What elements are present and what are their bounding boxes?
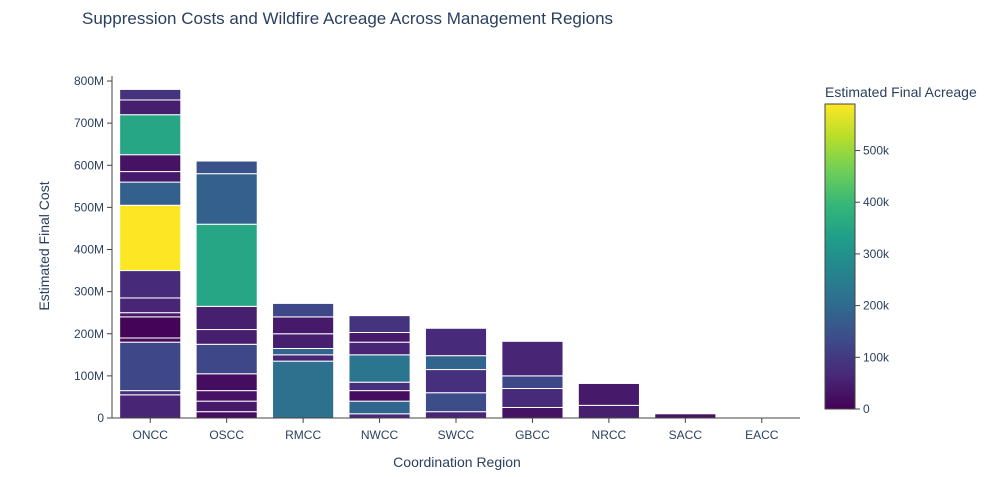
- bar-segment[interactable]: [119, 312, 182, 318]
- y-tick-label: 400M: [74, 243, 104, 257]
- bar-segment[interactable]: [501, 388, 564, 408]
- bar-segment[interactable]: [348, 413, 411, 419]
- bar-segment[interactable]: [272, 354, 335, 362]
- colorbar-title: Estimated Final Acreage: [825, 84, 977, 100]
- y-tick-label: 0: [97, 411, 104, 425]
- bar-segment[interactable]: [272, 302, 335, 318]
- bar-segment[interactable]: [119, 114, 182, 156]
- bar-segment[interactable]: [119, 316, 182, 339]
- bar-segment[interactable]: [195, 223, 258, 307]
- bar-segment[interactable]: [424, 327, 488, 357]
- y-tick-label: 600M: [74, 158, 104, 172]
- y-tick-label: 200M: [74, 327, 104, 341]
- y-tick-label: 300M: [74, 285, 104, 299]
- bar-segment[interactable]: [119, 297, 182, 314]
- bar-segment[interactable]: [424, 369, 488, 394]
- bar-segment[interactable]: [272, 316, 335, 335]
- bar-segment[interactable]: [272, 360, 335, 419]
- bar-segment[interactable]: [195, 173, 258, 225]
- bar-segment[interactable]: [119, 171, 182, 183]
- colorbar-tick-label: 200k: [863, 299, 890, 313]
- bar-segment[interactable]: [424, 355, 488, 371]
- x-tick-label: NRCC: [592, 428, 627, 442]
- bar-segment[interactable]: [195, 373, 258, 392]
- colorbar: [824, 103, 856, 410]
- bar-segment[interactable]: [501, 375, 564, 390]
- bar-segment[interactable]: [195, 305, 258, 331]
- bar-segment[interactable]: [119, 390, 182, 396]
- chart-title: Suppression Costs and Wildfire Acreage A…: [82, 9, 613, 28]
- bar-segment[interactable]: [195, 160, 258, 175]
- bar-segment[interactable]: [348, 381, 411, 392]
- bar-segment[interactable]: [577, 404, 640, 419]
- bar-segment[interactable]: [119, 88, 182, 101]
- x-tick-label: SWCC: [438, 428, 475, 442]
- x-axis: ONCC OSCC RMCC NWCC SWCC GBCC NRCC SACC EACC: [112, 417, 800, 442]
- x-tick-label: GBCC: [515, 428, 550, 442]
- bar-segment[interactable]: [348, 390, 411, 402]
- x-axis-label: Coordination Region: [393, 454, 521, 470]
- bar-segment[interactable]: [119, 394, 182, 419]
- colorbar-tick-label: 300k: [863, 247, 890, 261]
- y-tick-label: 800M: [74, 74, 104, 88]
- bar-segment[interactable]: [195, 329, 258, 345]
- bar-segment[interactable]: [195, 411, 258, 419]
- bar-segment[interactable]: [119, 99, 182, 116]
- y-axis: 0 100M 200M 300M 400M 500M 600M 700M 800M: [74, 74, 113, 425]
- x-tick-label: OSCC: [209, 428, 244, 442]
- x-tick-label: RMCC: [285, 428, 321, 442]
- colorbar-tick-label: 500k: [863, 144, 890, 158]
- colorbar-ticks: 0 100k 200k 300k 400k 500k: [855, 144, 890, 416]
- x-tick-label: NWCC: [361, 428, 399, 442]
- bar-segment[interactable]: [195, 343, 258, 375]
- bar-segment[interactable]: [119, 204, 182, 272]
- bar-segment[interactable]: [119, 154, 182, 173]
- bar-segment[interactable]: [348, 315, 411, 333]
- bar-segment[interactable]: [424, 392, 488, 413]
- colorbar-tick-label: 100k: [863, 350, 890, 364]
- bar-segment[interactable]: [654, 413, 717, 419]
- bar-segment[interactable]: [348, 354, 411, 383]
- x-tick-label: EACC: [745, 428, 779, 442]
- bar-segment[interactable]: [119, 341, 182, 392]
- bar-segment[interactable]: [348, 400, 411, 415]
- bar-segment[interactable]: [119, 270, 182, 299]
- x-tick-label: SACC: [669, 428, 703, 442]
- colorbar-tick-label: 400k: [863, 195, 890, 209]
- bar-segment[interactable]: [119, 337, 182, 343]
- bar-segment[interactable]: [424, 411, 488, 419]
- y-tick-label: 500M: [74, 200, 104, 214]
- bar-segment[interactable]: [348, 341, 411, 356]
- y-tick-label: 700M: [74, 116, 104, 130]
- bar-segment[interactable]: [348, 331, 411, 343]
- bar-segment[interactable]: [577, 382, 640, 406]
- bar-segment[interactable]: [501, 406, 564, 419]
- bar-segment[interactable]: [119, 181, 182, 206]
- bar-segment[interactable]: [195, 390, 258, 402]
- y-tick-label: 100M: [74, 369, 104, 383]
- bar-segment[interactable]: [501, 340, 564, 377]
- bar-segment[interactable]: [195, 400, 258, 413]
- bar-stacks: [119, 88, 793, 419]
- y-axis-label: Estimated Final Cost: [36, 181, 52, 310]
- x-tick-label: ONCC: [133, 428, 169, 442]
- colorbar-tick-label: 0: [863, 402, 870, 416]
- bar-segment[interactable]: [272, 347, 335, 356]
- bar-segment[interactable]: [272, 333, 335, 349]
